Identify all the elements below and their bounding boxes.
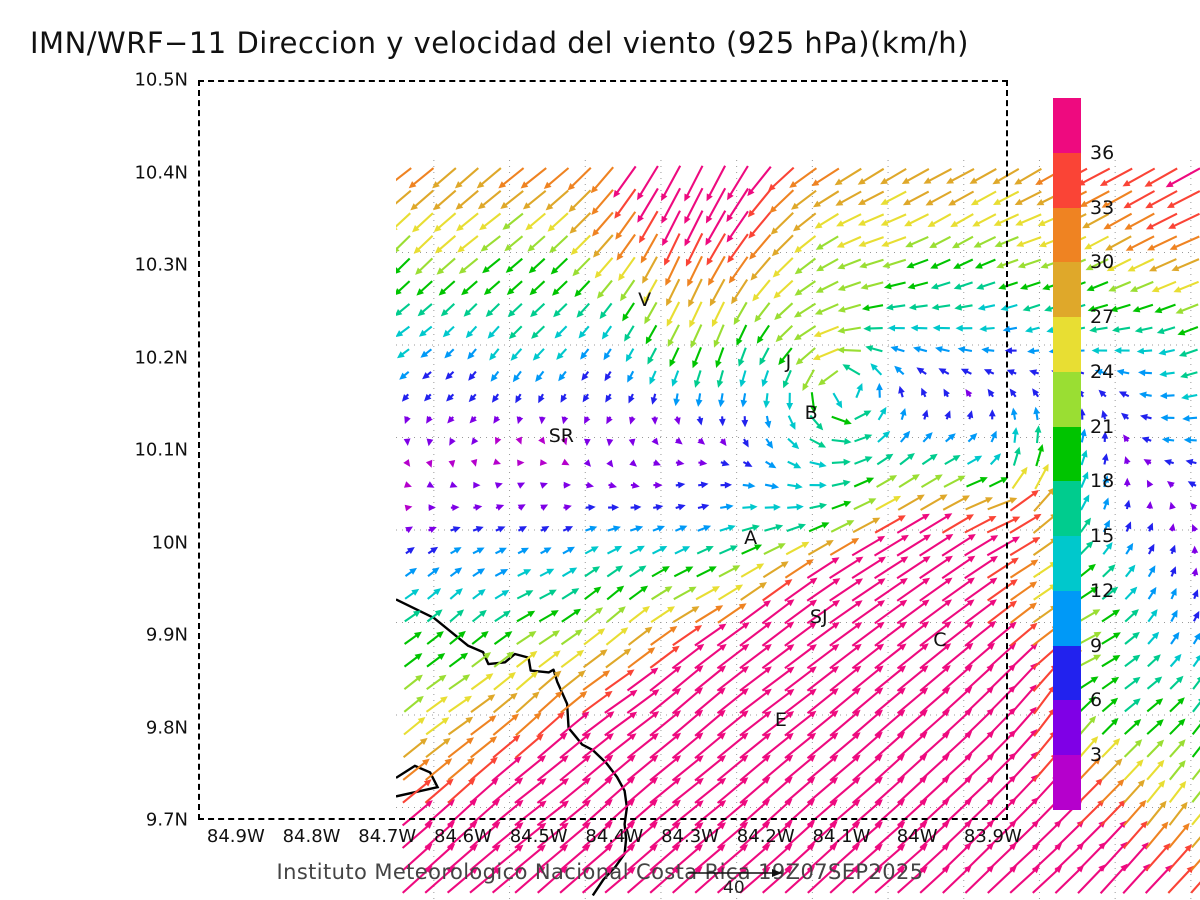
colorbar-band <box>1053 371 1081 427</box>
colorbar-tick-label: 21 <box>1090 415 1115 438</box>
colorbar-tick-label: 36 <box>1090 141 1115 164</box>
colorbar-tick-label: 27 <box>1090 306 1115 329</box>
x-tick-label: 84.1W <box>812 826 871 847</box>
colorbar-tick-label: 15 <box>1090 525 1115 548</box>
colorbar-tick-label: 3 <box>1090 744 1103 767</box>
colorbar-band <box>1053 700 1081 756</box>
reference-vector-arrow <box>688 869 782 877</box>
colorbar-band <box>1053 317 1081 372</box>
map-plot-area: V SR B J A SJ C E <box>198 80 1200 900</box>
colorbar-tick-label: 6 <box>1090 689 1103 712</box>
x-tick-label: 84.4W <box>585 826 644 847</box>
colorbar-band <box>1053 590 1081 646</box>
colorbar-band <box>1053 426 1081 482</box>
y-tick-label: 9.8N <box>145 717 188 738</box>
colorbar-tick-label: 18 <box>1090 470 1115 493</box>
colorbar-band <box>1053 755 1081 810</box>
colorbar-band <box>1053 536 1081 591</box>
x-tick-label: 84.8W <box>282 826 341 847</box>
y-tick-label: 10.1N <box>134 439 188 461</box>
y-tick-label: 10.2N <box>134 347 188 368</box>
colorbar-tick-label: 24 <box>1090 360 1115 383</box>
colorbar-band <box>1053 645 1081 701</box>
colorbar-tick-label: 30 <box>1090 251 1115 274</box>
colorbar-tick-label: 9 <box>1090 634 1103 657</box>
page-title: IMN/WRF−11 Direccion y velocidad del vie… <box>30 26 969 60</box>
footer-credit: Instituto Meteorologico Nacional Costa R… <box>276 860 924 884</box>
reference-vector-label: 40 <box>723 878 745 898</box>
x-tick-label: 84.6W <box>434 826 492 847</box>
y-tick-label: 10.5N <box>134 69 188 91</box>
colorbar <box>1053 98 1081 810</box>
y-tick-label: 10.3N <box>134 254 188 276</box>
colorbar-tick-label: 12 <box>1090 579 1115 602</box>
colorbar-band <box>1053 152 1081 208</box>
x-tick-label: 84.2W <box>736 826 795 847</box>
wind-vector-field <box>396 160 1200 900</box>
colorbar-tick-label: 33 <box>1090 196 1115 219</box>
colorbar-band <box>1053 262 1081 318</box>
y-tick-label: 10N <box>151 532 188 553</box>
x-tick-label: 84W <box>896 826 938 847</box>
x-tick-label: 83.9W <box>963 826 1022 847</box>
x-tick-label: 84.9W <box>206 826 265 847</box>
y-tick-label: 10.4N <box>134 162 188 183</box>
colorbar-band <box>1053 207 1081 263</box>
y-tick-label: 9.9N <box>145 624 188 646</box>
y-tick-label: 9.7N <box>145 809 188 831</box>
x-tick-label: 84.3W <box>661 826 719 847</box>
x-tick-label: 84.7W <box>358 826 417 847</box>
colorbar-band <box>1053 98 1081 153</box>
x-tick-label: 84.5W <box>509 826 568 847</box>
colorbar-band <box>1053 481 1081 537</box>
